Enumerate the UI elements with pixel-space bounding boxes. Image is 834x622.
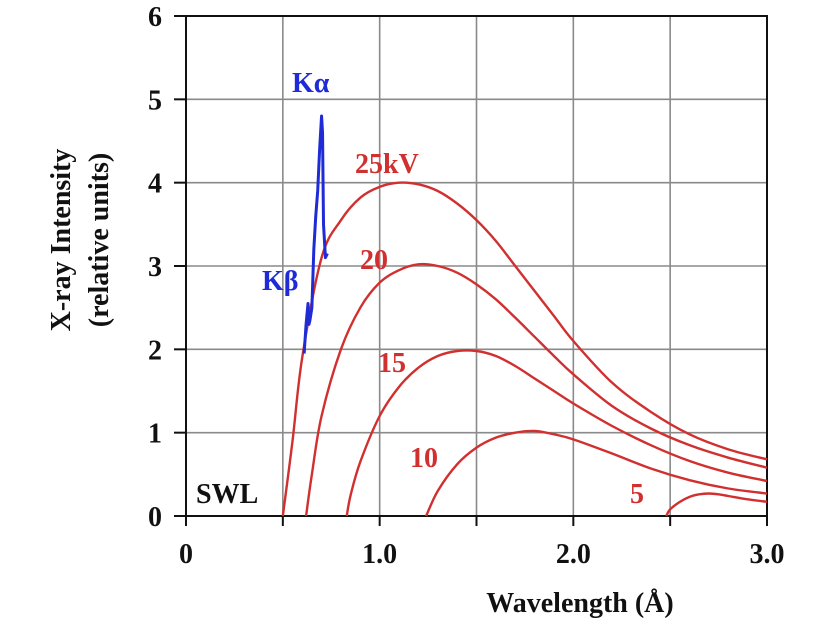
x-tick-labels: 0 1.0 2.0 3.0 xyxy=(179,539,785,570)
series-line-25kV xyxy=(281,181,768,517)
x-axis-title: Wavelength (Å) xyxy=(486,588,673,619)
swl-label: SWL xyxy=(196,479,258,510)
y-tick-label: 5 xyxy=(148,85,162,116)
y-tick-label: 6 xyxy=(148,2,162,33)
k-beta-label: Kβ xyxy=(262,266,299,297)
characteristic-line-group xyxy=(302,114,329,354)
y-tick-label: 4 xyxy=(148,169,162,200)
x-tick-label: 0 xyxy=(179,539,193,570)
curve-labels: 25kV 20 15 10 5 Kα Kβ SWL xyxy=(196,68,644,510)
y-tick-label: 3 xyxy=(148,252,162,283)
y-axis-title-line2: (relative units) xyxy=(84,153,115,327)
y-tick-label: 2 xyxy=(148,335,162,366)
series-line-20 xyxy=(304,262,768,517)
grid xyxy=(186,16,767,516)
y-axis-title-line1: X-ray Intensity xyxy=(46,149,77,332)
curve-label-10: 10 xyxy=(410,443,438,474)
series-line-15 xyxy=(345,349,768,517)
curve-label-15: 15 xyxy=(378,348,406,379)
series-line-5 xyxy=(665,492,768,517)
x-tick-label: 3.0 xyxy=(750,539,785,570)
curve-label-5: 5 xyxy=(630,479,644,510)
series-lines xyxy=(281,181,768,517)
y-tick-label: 1 xyxy=(148,419,162,450)
series-line-10 xyxy=(425,429,768,517)
x-tick-label: 2.0 xyxy=(556,539,591,570)
x-tick-label: 1.0 xyxy=(362,539,397,570)
y-tick-label: 0 xyxy=(148,502,162,533)
curve-label-25kV: 25kV xyxy=(355,149,419,180)
y-tick-labels: 0 1 2 3 4 5 6 xyxy=(148,2,162,533)
characteristic-line xyxy=(302,114,329,354)
tick-marks xyxy=(174,15,768,526)
curve-label-20: 20 xyxy=(360,245,388,276)
k-alpha-label: Kα xyxy=(292,68,330,99)
